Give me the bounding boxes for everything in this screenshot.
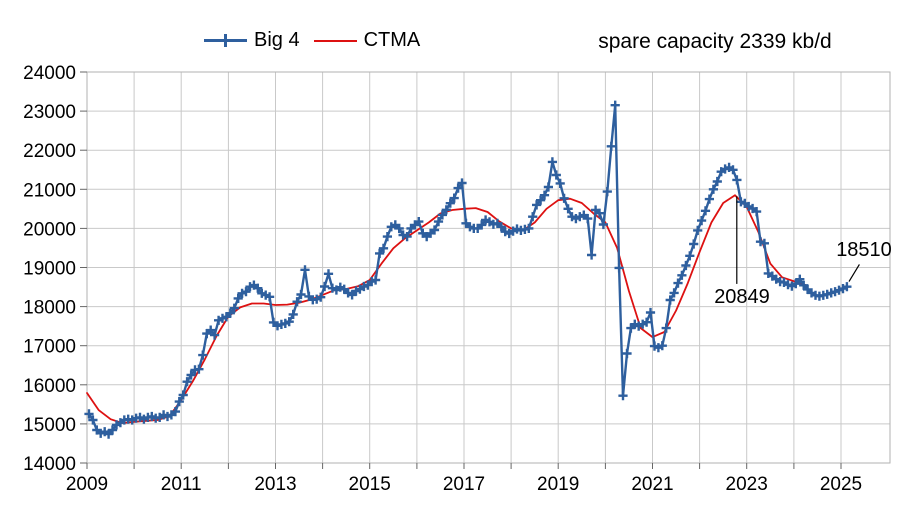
svg-text:20000: 20000 (23, 219, 76, 240)
svg-text:24000: 24000 (23, 63, 76, 84)
svg-text:2021: 2021 (631, 474, 673, 495)
legend-label-big4: Big 4 (254, 29, 300, 51)
svg-text:14000: 14000 (23, 454, 76, 475)
svg-text:16000: 16000 (23, 376, 76, 397)
legend-item-big4[interactable]: Big 4 (204, 29, 300, 52)
svg-text:2019: 2019 (537, 474, 579, 495)
svg-text:21000: 21000 (23, 180, 76, 201)
svg-text:2017: 2017 (443, 474, 485, 495)
annotation-last-value: 18510 (836, 239, 892, 261)
ctma-line-icon (313, 39, 357, 42)
svg-text:18000: 18000 (23, 298, 76, 319)
svg-text:17000: 17000 (23, 337, 76, 358)
legend-item-ctma[interactable]: CTMA (313, 29, 421, 52)
chart-title: spare capacity 2339 kb/d (598, 30, 832, 53)
svg-text:22000: 22000 (23, 141, 76, 162)
annotation-ctma-peak: 20849 (714, 286, 770, 308)
big4-line-plus-icon (204, 33, 247, 48)
legend-label-ctma: CTMA (363, 29, 421, 51)
svg-text:2013: 2013 (254, 474, 296, 495)
svg-text:2023: 2023 (726, 474, 768, 495)
svg-text:19000: 19000 (23, 259, 76, 280)
svg-text:2009: 2009 (66, 474, 108, 495)
svg-text:2025: 2025 (820, 474, 862, 495)
svg-text:2011: 2011 (161, 474, 202, 495)
svg-text:15000: 15000 (23, 415, 76, 436)
svg-text:23000: 23000 (23, 102, 76, 123)
svg-text:2015: 2015 (349, 474, 391, 495)
chart-legend: Big 4 CTMA (204, 29, 420, 52)
